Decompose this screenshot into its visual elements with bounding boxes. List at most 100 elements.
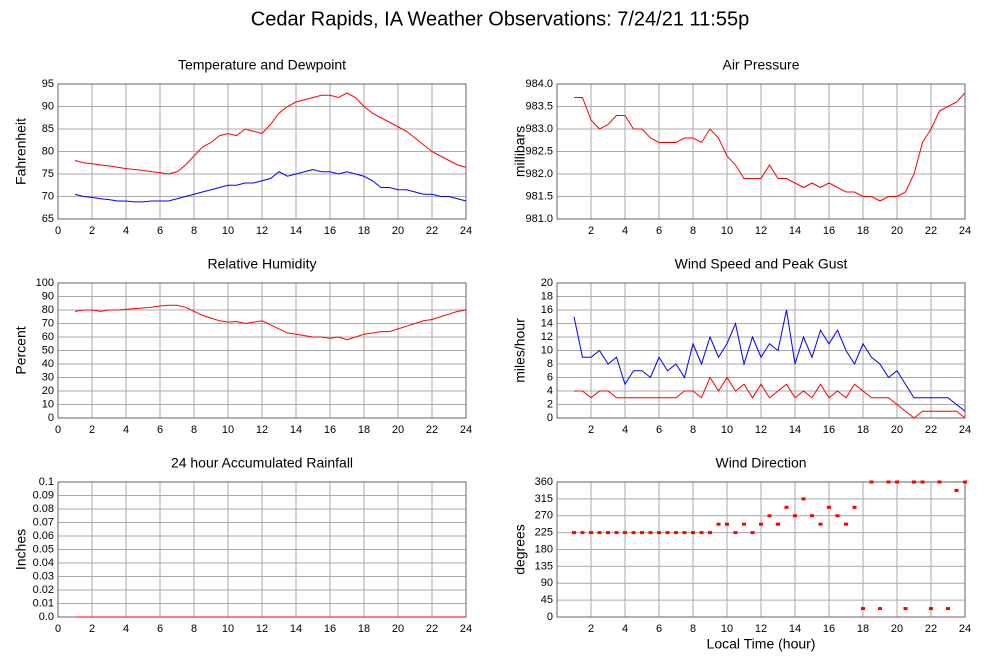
x-tick-label: 10: [721, 225, 733, 237]
data-point: [750, 531, 755, 535]
data-point: [920, 480, 925, 484]
x-tick-label: 4: [123, 424, 129, 436]
y-tick-label: 983.5: [525, 100, 553, 112]
data-point: [589, 531, 593, 535]
data-point: [844, 522, 848, 526]
x-tick-label: 8: [191, 623, 197, 635]
data-point: [708, 531, 712, 535]
x-tick-label: 8: [690, 225, 696, 237]
y-tick-label: 95: [42, 78, 54, 90]
x-tick-label: 18: [358, 623, 370, 635]
x-tick-label: 14: [290, 623, 302, 635]
x-tick-label: 16: [823, 623, 835, 635]
data-point: [852, 505, 857, 509]
x-tick-label: 14: [290, 225, 302, 237]
chart-title: 24 hour Accumulated Rainfall: [171, 455, 353, 471]
y-tick-label: 8: [547, 358, 553, 370]
x-tick-label: 24: [460, 225, 472, 237]
x-tick-label: 24: [959, 424, 971, 436]
plot-frame: [556, 481, 966, 618]
x-tick-label: 16: [324, 623, 336, 635]
plot-frame: [57, 282, 467, 419]
x-tick-label: 8: [690, 623, 696, 635]
x-tick-label: 14: [290, 424, 302, 436]
x-tick-label: 14: [789, 424, 801, 436]
y-tick-label: 0: [48, 412, 54, 424]
series-line: [74, 168, 467, 203]
page-title: Cedar Rapids, IA Weather Observations: 7…: [251, 8, 749, 30]
data-point: [640, 531, 644, 535]
y-tick-label: 225: [535, 527, 553, 539]
x-tick-label: 10: [222, 424, 234, 436]
y-tick-label: 80: [42, 145, 54, 157]
y-tick-label: 14: [541, 317, 553, 329]
y-axis-label: degrees: [512, 524, 528, 575]
x-tick-label: 16: [823, 424, 835, 436]
data-point: [597, 531, 602, 535]
x-tick-label: 20: [392, 623, 404, 635]
x-tick-label: 10: [721, 424, 733, 436]
y-tick-label: 0: [547, 412, 553, 424]
y-tick-label: 18: [541, 290, 553, 302]
y-tick-label: 0.08: [33, 503, 54, 515]
y-tick-label: 315: [535, 493, 553, 505]
data-point: [725, 522, 729, 526]
y-tick-label: 0.09: [33, 489, 54, 501]
y-tick-label: 0.07: [33, 516, 54, 528]
x-tick-label: 16: [324, 225, 336, 237]
series-line: [574, 376, 966, 419]
y-tick-label: 50: [42, 344, 54, 356]
y-tick-label: 0.06: [33, 530, 54, 542]
x-tick-label: 20: [392, 225, 404, 237]
data-point: [793, 514, 797, 518]
y-tick-label: 90: [541, 577, 553, 589]
x-tick-label: 6: [157, 424, 163, 436]
y-tick-label: 0.03: [33, 570, 54, 582]
chart-title: Wind Direction: [715, 455, 806, 471]
data-point: [827, 505, 831, 509]
x-tick-label: 2: [89, 623, 95, 635]
x-tick-label: 10: [222, 623, 234, 635]
x-tick-label: 12: [256, 424, 268, 436]
x-tick-label: 12: [755, 225, 767, 237]
y-tick-label: 0: [547, 611, 553, 623]
x-tick-label: 2: [588, 225, 594, 237]
plot-frame: [556, 282, 966, 419]
x-tick-label: 22: [426, 623, 438, 635]
y-tick-label: 90: [42, 290, 54, 302]
y-tick-label: 270: [535, 510, 553, 522]
plot-frame: [57, 83, 467, 220]
x-tick-label: 24: [460, 623, 472, 635]
data-point: [810, 514, 814, 518]
x-tick-label: 22: [925, 623, 937, 635]
data-point: [767, 514, 772, 518]
x-tick-label: 20: [392, 424, 404, 436]
data-point: [691, 531, 695, 535]
series-line: [74, 304, 467, 341]
data-point: [895, 480, 899, 484]
x-tick-label: 4: [622, 424, 628, 436]
y-tick-label: 75: [42, 168, 54, 180]
data-point: [929, 607, 933, 611]
x-tick-label: 0: [55, 225, 61, 237]
data-point: [784, 505, 789, 509]
y-tick-label: 85: [42, 123, 54, 135]
y-tick-label: 982.0: [525, 168, 553, 180]
x-tick-label: 22: [925, 424, 937, 436]
y-tick-label: 45: [541, 594, 553, 606]
data-point: [742, 522, 746, 526]
y-tick-label: 0.05: [33, 543, 54, 555]
x-tick-label: 2: [588, 623, 594, 635]
data-point: [716, 522, 721, 526]
data-point: [954, 488, 959, 492]
x-tick-label: 22: [426, 424, 438, 436]
y-tick-label: 0.04: [33, 557, 54, 569]
y-tick-label: 10: [541, 344, 553, 356]
y-tick-label: 982.5: [525, 145, 553, 157]
x-tick-label: 2: [89, 225, 95, 237]
